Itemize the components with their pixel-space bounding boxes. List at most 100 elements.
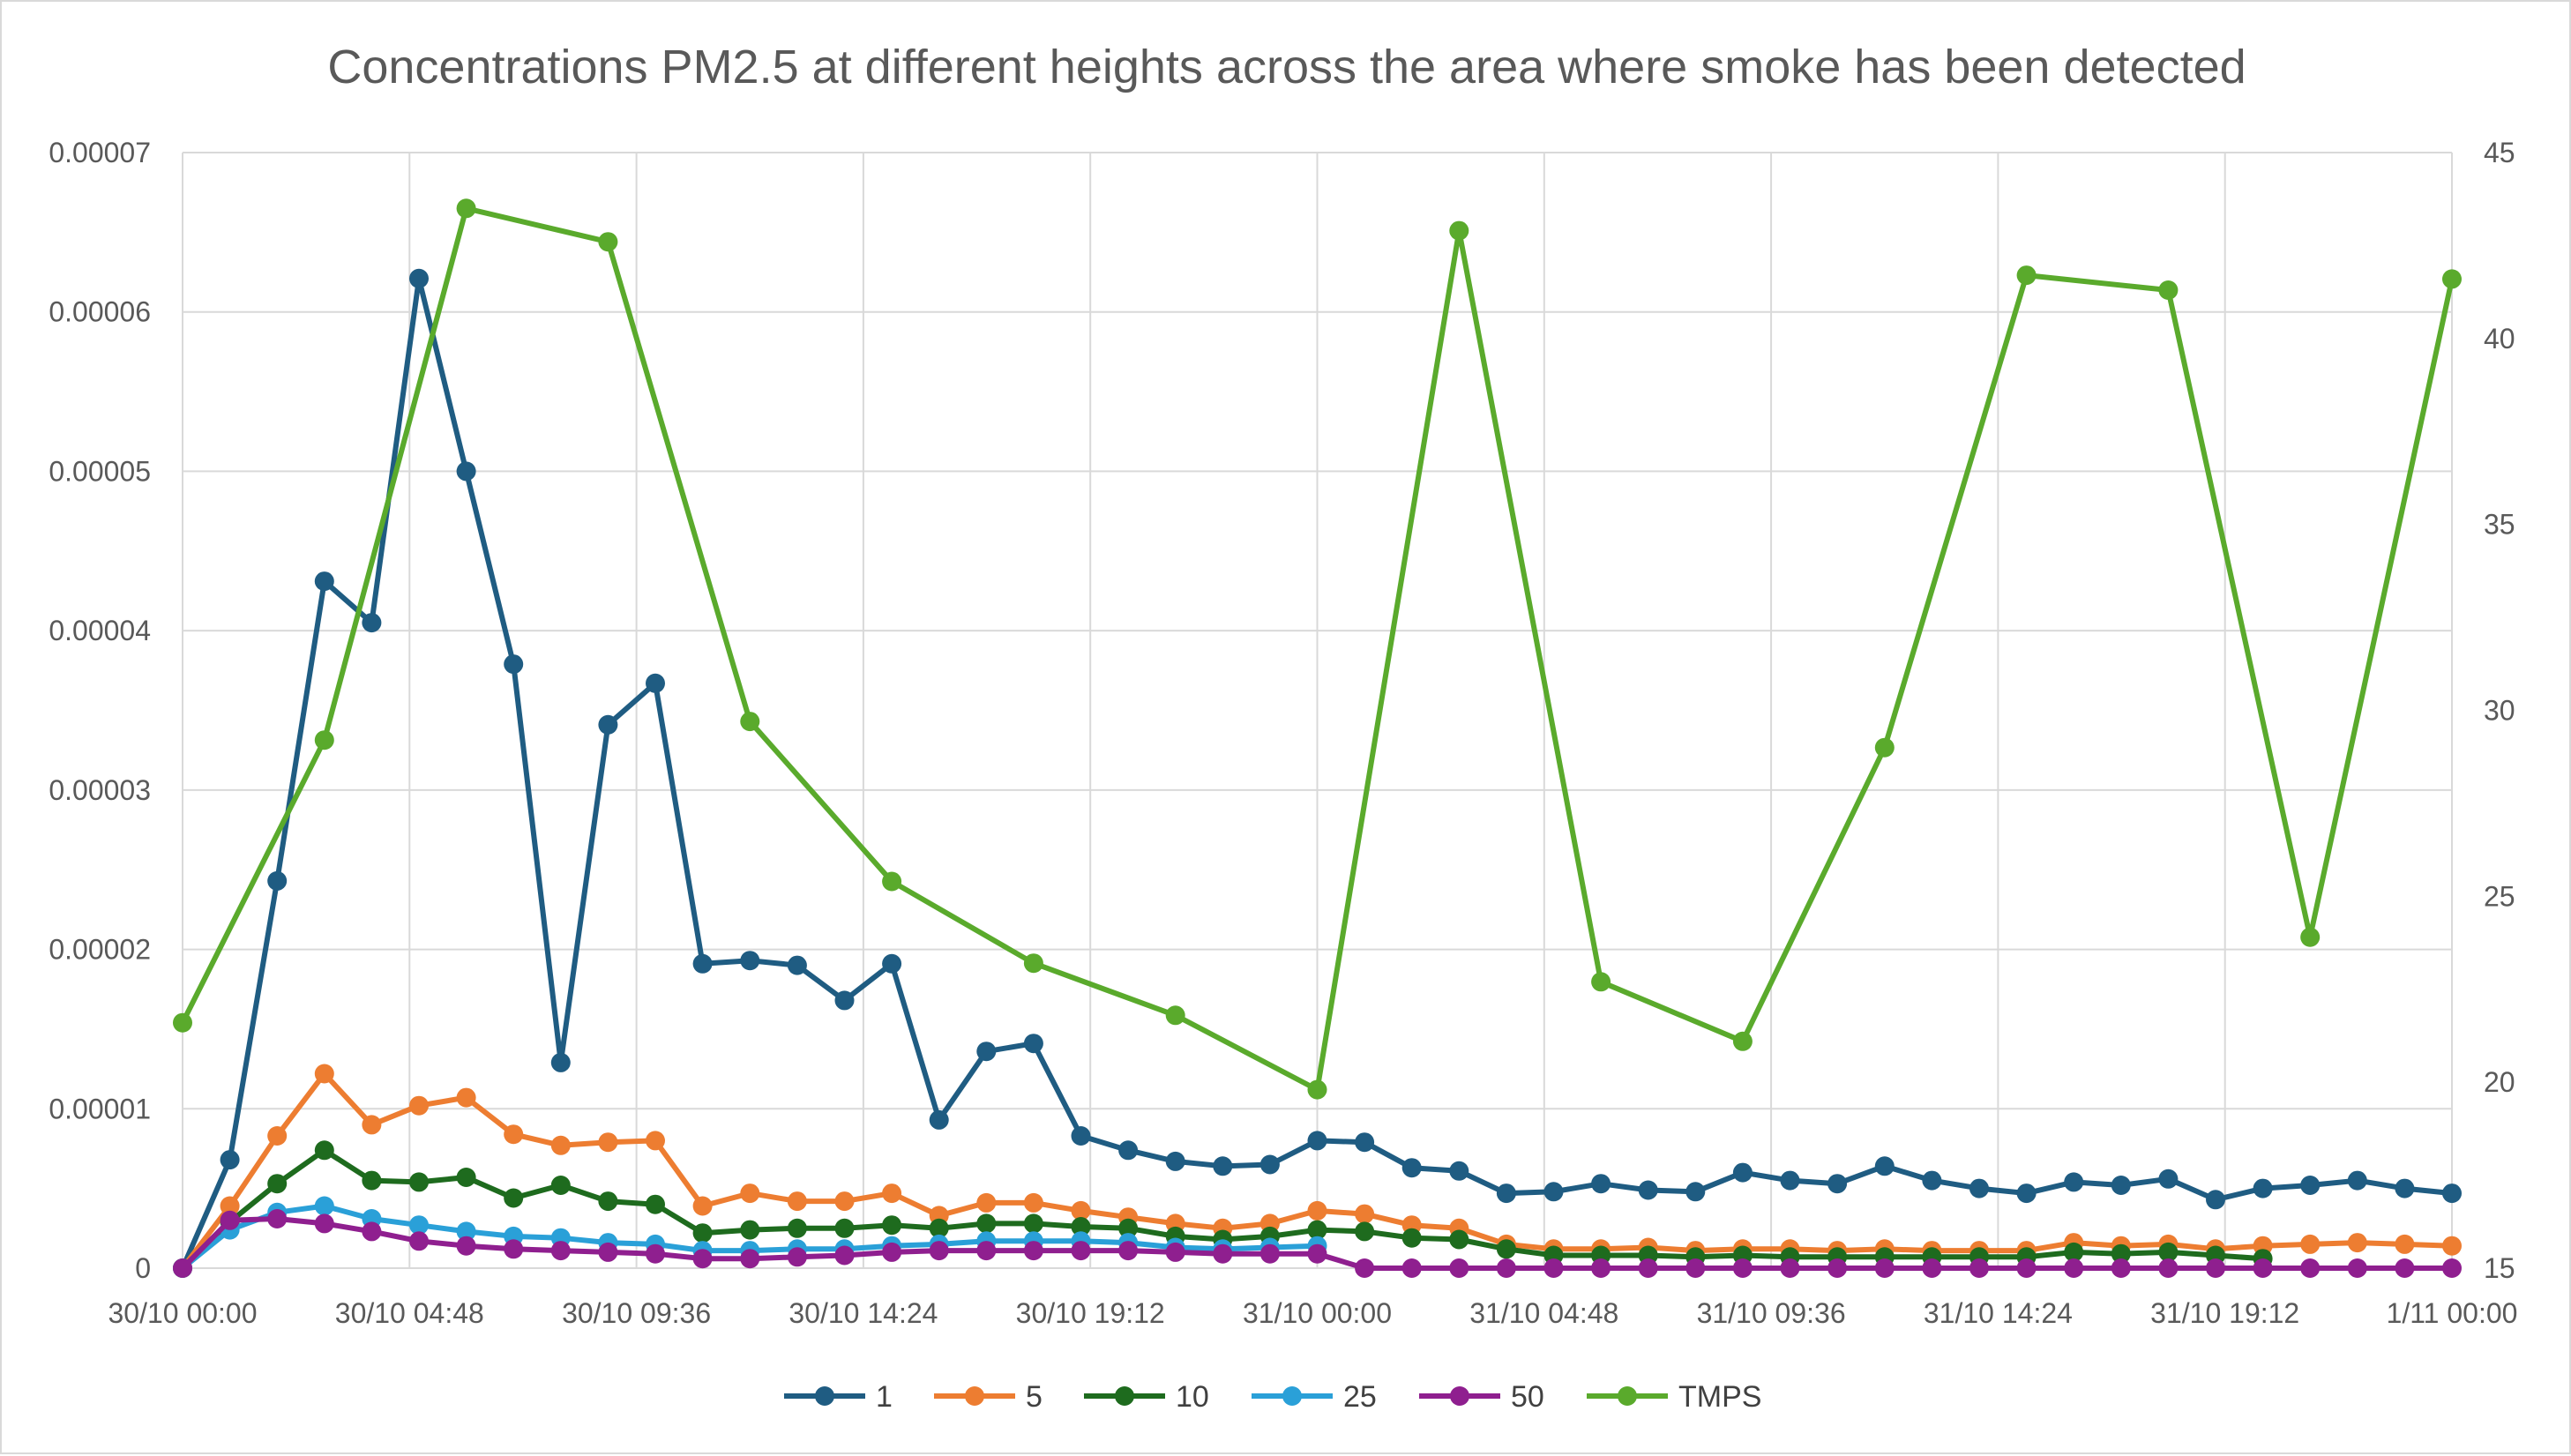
- data-point: [882, 871, 902, 892]
- data-point: [2442, 1183, 2462, 1204]
- data-point: [2016, 1258, 2037, 1278]
- data-point: [1307, 1200, 1327, 1221]
- data-point: [1071, 1217, 1091, 1236]
- data-point: [1355, 1204, 1375, 1224]
- y-tick-label: 0.00001: [49, 1093, 151, 1124]
- legend: 1 5 10 25 50 TMPS: [784, 1380, 1761, 1414]
- data-point: [1780, 1258, 1800, 1278]
- data-point: [882, 1183, 902, 1204]
- data-point: [834, 1191, 855, 1212]
- axes: 0 0.00001 0.00002 0.00003 0.00004 0.00005 0.00…: [49, 137, 2517, 1329]
- y2-tick-label: 15: [2484, 1252, 2515, 1284]
- x-tick-label: 31/10 00:00: [1243, 1297, 1392, 1329]
- data-point: [1685, 1258, 1706, 1278]
- data-point: [646, 1194, 665, 1214]
- y-tick-label: 0: [135, 1252, 151, 1284]
- data-point: [882, 1215, 902, 1236]
- data-point: [1401, 1158, 1422, 1178]
- data-point: [1496, 1258, 1516, 1278]
- x-tick-label: 31/10 19:12: [2150, 1297, 2299, 1329]
- y2-tick-label: 45: [2484, 137, 2515, 168]
- data-point: [692, 1223, 713, 1243]
- data-point: [456, 1221, 476, 1242]
- data-point: [1023, 1192, 1043, 1213]
- data-point: [692, 1249, 713, 1269]
- data-point: [314, 1196, 334, 1216]
- data-point: [409, 1215, 429, 1236]
- data-point: [1922, 1258, 1942, 1278]
- legend-item-tmps: TMPS: [1587, 1380, 1761, 1414]
- data-point: [2347, 1170, 2367, 1191]
- data-point: [740, 1249, 760, 1269]
- data-point: [2158, 1242, 2179, 1262]
- data-point: [1591, 1174, 1611, 1194]
- data-point: [314, 1064, 334, 1084]
- data-point: [1780, 1170, 1800, 1191]
- data-point: [1827, 1174, 1848, 1194]
- x-tick-label: 31/10 14:24: [1924, 1297, 2073, 1329]
- data-point: [504, 654, 524, 675]
- data-point: [2347, 1233, 2367, 1253]
- legend-label: 50: [1511, 1380, 1544, 1414]
- data-point: [1307, 1243, 1327, 1264]
- data-point: [2300, 1176, 2321, 1195]
- legend-item-1: 1: [784, 1380, 893, 1414]
- data-point: [409, 268, 429, 288]
- data-point: [220, 1196, 240, 1216]
- legend-marker: [965, 1386, 984, 1406]
- chart-title: Concentrations PM2.5 at different height…: [327, 41, 2246, 93]
- y-tick-label: 0.00004: [49, 615, 151, 646]
- data-point: [740, 1183, 760, 1204]
- data-point: [1732, 1258, 1753, 1278]
- data-point: [2442, 269, 2462, 289]
- data-point: [929, 1109, 949, 1130]
- data-point: [456, 1168, 476, 1187]
- data-point: [362, 1170, 382, 1191]
- data-point: [1165, 1005, 1185, 1026]
- data-point: [504, 1124, 524, 1145]
- x-tick-label: 31/10 09:36: [1697, 1297, 1846, 1329]
- data-point: [1307, 1220, 1327, 1240]
- data-point: [882, 1242, 902, 1262]
- legend-marker: [815, 1386, 834, 1406]
- data-point: [882, 953, 902, 974]
- data-point: [1071, 1241, 1091, 1261]
- legend-label: TMPS: [1678, 1380, 1761, 1414]
- data-point: [1023, 1034, 1043, 1054]
- series-10: [173, 1140, 2273, 1278]
- data-point: [267, 1126, 288, 1146]
- data-point: [976, 1241, 997, 1261]
- y-tick-label: 0.00005: [49, 455, 151, 487]
- data-point: [2016, 1183, 2037, 1204]
- legend-item-50: 50: [1419, 1380, 1544, 1414]
- data-point: [976, 1042, 997, 1062]
- data-point: [1259, 1243, 1280, 1264]
- y2-tick-label: 35: [2484, 509, 2515, 541]
- data-point: [267, 1174, 288, 1194]
- data-point: [456, 1087, 476, 1108]
- data-point: [929, 1218, 949, 1238]
- data-point: [1071, 1126, 1091, 1146]
- data-point: [2253, 1178, 2273, 1198]
- data-point: [1449, 220, 1469, 241]
- data-point: [1401, 1228, 1422, 1248]
- data-point: [409, 1172, 429, 1192]
- legend-label: 1: [876, 1380, 893, 1414]
- y-tick-label: 0.00006: [49, 296, 151, 328]
- y2-tick-label: 30: [2484, 695, 2515, 727]
- data-point: [173, 1258, 192, 1278]
- data-point: [2300, 1234, 2321, 1254]
- data-point: [2158, 1258, 2179, 1278]
- legend-item-25: 25: [1252, 1380, 1377, 1414]
- data-point: [834, 1245, 855, 1266]
- data-point: [1638, 1258, 1658, 1278]
- data-point: [314, 1213, 334, 1234]
- data-point: [2064, 1172, 2084, 1192]
- x-tick-label: 31/10 04:48: [1469, 1297, 1618, 1329]
- y-tick-label: 0.00003: [49, 774, 151, 806]
- data-point: [2206, 1258, 2225, 1278]
- data-point: [504, 1188, 524, 1208]
- data-point: [173, 1012, 192, 1033]
- data-point: [1023, 1213, 1043, 1234]
